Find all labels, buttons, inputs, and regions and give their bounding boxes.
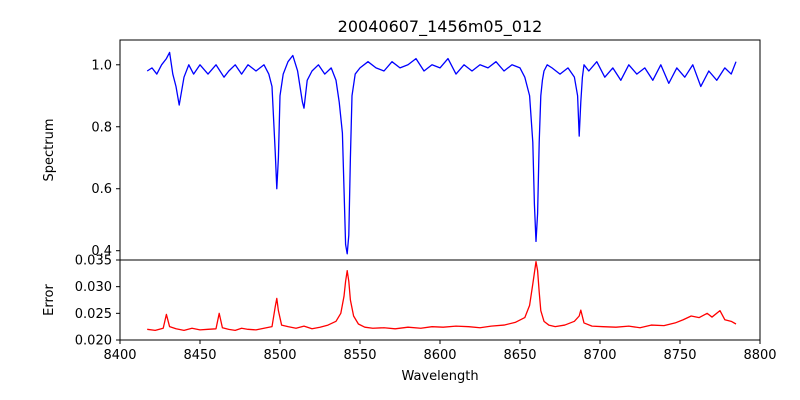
- x-tick-label: 8400: [103, 348, 136, 363]
- error-y-tick-label: 0.035: [75, 254, 112, 269]
- x-tick-label: 8500: [263, 348, 296, 363]
- error-plot: 0.020 0.025 0.030 0.035 8400 8450 8500 8550 860…: [42, 254, 777, 385]
- x-tick-label: 8750: [663, 348, 696, 363]
- x-tick-label: 8600: [423, 348, 456, 363]
- spectrum-plot: 0.4 0.6 0.8 1.0 Spectrum: [42, 51, 737, 259]
- spectrum-y-tick-label: 0.8: [91, 120, 112, 135]
- error-y-axis-label: Error: [42, 284, 57, 316]
- spectrum-y-tick-label: 0.6: [91, 182, 112, 197]
- x-tick-label: 8700: [583, 348, 616, 363]
- x-tick-label: 8650: [503, 348, 536, 363]
- x-axis-label: Wavelength: [401, 369, 478, 384]
- error-y-tick-label: 0.020: [75, 334, 112, 349]
- error-plot-frame: [119, 259, 761, 341]
- spectrum-series-line-0: [146, 51, 737, 255]
- x-tick-label: 8450: [183, 348, 216, 363]
- spectrum-y-tick-label: 0.4: [91, 244, 112, 259]
- spectrum-y-axis-label: Spectrum: [42, 119, 57, 182]
- error-series-line-0: [147, 260, 737, 332]
- spectrum-y-tick-label: 1.0: [91, 58, 112, 73]
- x-tick-label: 8800: [743, 348, 776, 363]
- x-tick-label: 8550: [343, 348, 376, 363]
- chart-title: 20040607_1456m05_012: [338, 17, 543, 37]
- error-y-tick-label: 0.025: [75, 307, 112, 322]
- error-y-tick-label: 0.030: [75, 280, 112, 295]
